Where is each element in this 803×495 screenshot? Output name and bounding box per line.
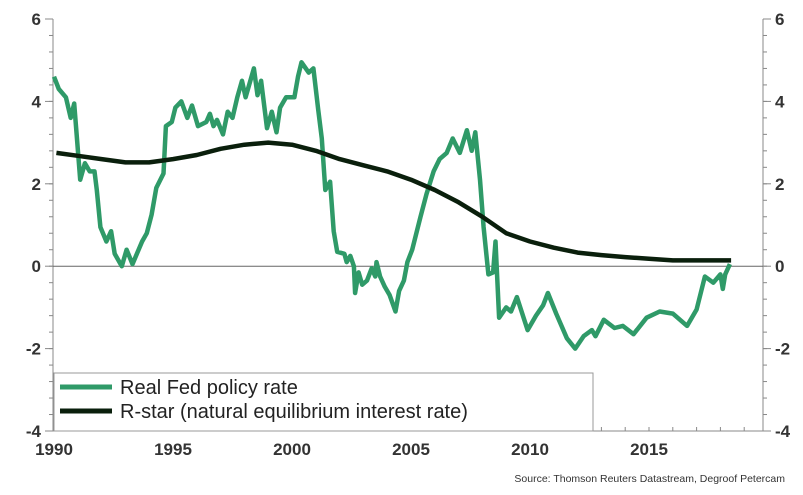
y-tick-label-left: -2: [26, 340, 41, 359]
x-tick-label: 1990: [35, 440, 73, 459]
series-line-r-star: [56, 140, 732, 263]
y-tick-label-left: 4: [32, 92, 42, 111]
y-tick-label-right: 6: [775, 10, 784, 29]
x-tick-label: 2015: [630, 440, 668, 459]
y-tick-label-left: 0: [32, 257, 41, 276]
legend: Real Fed policy rate R-star (natural equ…: [53, 372, 594, 432]
x-tick-label: 2005: [392, 440, 430, 459]
legend-label-r-star: R-star (natural equilibrium interest rat…: [120, 401, 468, 423]
y-tick-label-right: 0: [775, 257, 784, 276]
legend-box: [53, 372, 594, 432]
y-tick-label-right: 4: [775, 92, 785, 111]
x-tick-label: 2010: [511, 440, 549, 459]
y-tick-label-right: -4: [775, 422, 791, 441]
legend-label-real-fed: Real Fed policy rate: [120, 377, 298, 399]
y-tick-label-right: -2: [775, 340, 790, 359]
y-tick-label-right: 2: [775, 175, 784, 194]
y-tick-label-left: 2: [32, 175, 41, 194]
y-tick-label-left: 6: [32, 10, 41, 29]
source-note: Source: Thomson Reuters Datastream, Degr…: [514, 473, 785, 485]
series-line-real-fed-policy-rate: [51, 60, 732, 351]
x-tick-label: 1995: [154, 440, 192, 459]
x-tick-label: 2000: [273, 440, 311, 459]
series-layer: [51, 60, 732, 351]
y-tick-label-left: -4: [26, 422, 42, 441]
